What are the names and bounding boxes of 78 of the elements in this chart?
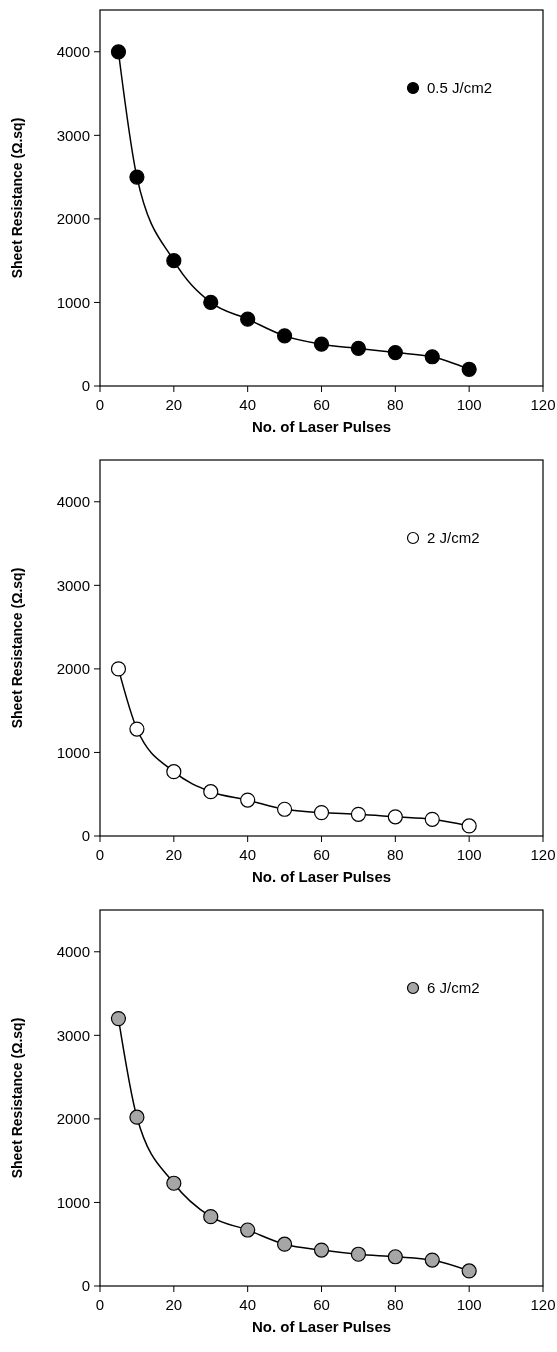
point xyxy=(350,1246,367,1262)
point xyxy=(387,344,403,361)
point xyxy=(240,1222,256,1238)
y-tick-label: 2000 xyxy=(56,1110,90,1128)
point xyxy=(461,818,477,834)
point xyxy=(350,340,367,356)
y-tick-label: 3000 xyxy=(56,1026,90,1044)
point xyxy=(240,792,256,808)
point xyxy=(110,661,127,677)
point xyxy=(203,294,219,311)
point xyxy=(110,1011,127,1027)
point xyxy=(166,1175,182,1191)
y-tick-label: 1000 xyxy=(56,293,90,311)
x-tick-label: 80 xyxy=(386,1296,404,1313)
point xyxy=(461,1263,477,1279)
point xyxy=(461,361,477,377)
x-tick-label: 0 xyxy=(95,846,105,863)
point xyxy=(166,764,182,780)
y-axis-title: Sheet Resistance (Ω.sq) xyxy=(9,117,25,279)
x-tick-label: 60 xyxy=(313,396,330,413)
x-tick-label: 100 xyxy=(456,1296,482,1313)
x-tick-label: 100 xyxy=(456,846,482,863)
point xyxy=(424,349,440,365)
x-tick-label: 0 xyxy=(95,396,105,413)
y-tick-label: 0 xyxy=(81,827,90,845)
point xyxy=(129,1109,145,1125)
point xyxy=(313,805,330,821)
x-tick-label: 40 xyxy=(239,396,257,413)
x-tick-label: 120 xyxy=(530,396,556,413)
y-axis-title: Sheet Resistance (Ω.sq) xyxy=(9,567,25,729)
point xyxy=(387,809,403,825)
point xyxy=(276,1236,293,1252)
x-tick-label: 120 xyxy=(530,846,556,863)
y-tick-label: 1000 xyxy=(56,1193,90,1211)
x-tick-label: 40 xyxy=(239,846,257,863)
y-tick-label: 3000 xyxy=(56,126,90,144)
y-tick-label: 0 xyxy=(81,1277,90,1295)
legend-label: 6 J/cm2 xyxy=(427,979,480,997)
x-tick-label: 20 xyxy=(165,1296,183,1313)
x-tick-label: 40 xyxy=(239,1296,257,1313)
point xyxy=(387,1249,403,1265)
x-tick-label: 80 xyxy=(386,396,404,413)
y-tick-label: 4000 xyxy=(56,43,90,61)
x-tick-label: 80 xyxy=(386,846,404,863)
x-axis-title: No. of Laser Pulses xyxy=(251,418,392,435)
y-axis-title: Sheet Resistance (Ω.sq) xyxy=(9,1017,25,1179)
x-tick-label: 20 xyxy=(165,846,183,863)
x-axis-title: No. of Laser Pulses xyxy=(251,868,392,885)
legend-label: 0.5 J/cm2 xyxy=(427,79,493,97)
x-tick-label: 60 xyxy=(313,1296,330,1313)
point xyxy=(424,1252,440,1268)
y-tick-label: 3000 xyxy=(56,576,90,594)
x-axis-title: No. of Laser Pulses xyxy=(251,1318,392,1335)
x-tick-label: 20 xyxy=(165,396,183,413)
legend-label: 2 J/cm2 xyxy=(427,529,480,547)
point xyxy=(350,806,367,822)
point xyxy=(313,1242,330,1258)
y-tick-label: 1000 xyxy=(56,743,90,761)
point xyxy=(276,328,293,344)
y-tick-label: 0 xyxy=(81,377,90,395)
y-tick-label: 2000 xyxy=(56,660,90,678)
point xyxy=(276,801,293,817)
y-tick-label: 4000 xyxy=(56,493,90,511)
point xyxy=(129,721,145,737)
point xyxy=(424,811,440,827)
point xyxy=(129,169,145,185)
x-tick-label: 0 xyxy=(95,1296,105,1313)
x-tick-label: 120 xyxy=(530,1296,556,1313)
point xyxy=(166,253,182,269)
point xyxy=(313,336,330,352)
y-tick-label: 4000 xyxy=(56,943,90,961)
y-tick-label: 2000 xyxy=(56,210,90,228)
x-tick-label: 60 xyxy=(313,846,330,863)
x-tick-label: 100 xyxy=(456,396,482,413)
point xyxy=(203,1209,219,1225)
point xyxy=(110,44,127,60)
point xyxy=(240,311,256,327)
point xyxy=(203,784,219,800)
